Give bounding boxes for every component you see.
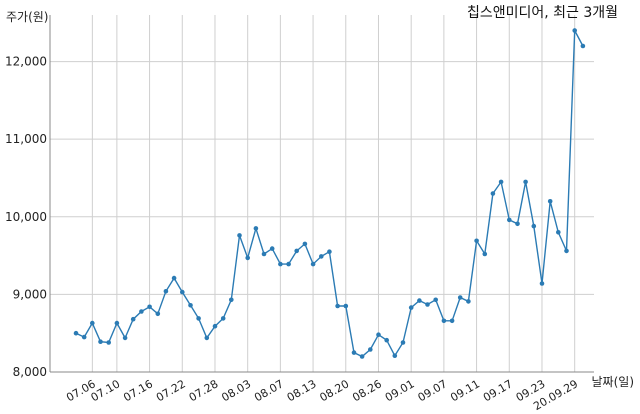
x-tick-label: 09.11 — [448, 377, 482, 404]
x-tick-label: 09.01 — [383, 377, 417, 404]
data-point — [327, 249, 332, 254]
data-point — [425, 302, 430, 307]
data-point — [359, 354, 365, 359]
x-axis-label: 날짜(일) — [591, 375, 634, 389]
data-point — [163, 289, 169, 294]
data-point — [531, 223, 537, 229]
data-point — [523, 179, 528, 185]
data-point — [261, 251, 267, 257]
x-tick-label: 09.07 — [416, 377, 450, 404]
data-point — [507, 217, 512, 223]
y-tick-label: 9,000 — [13, 287, 47, 301]
x-tick-label: 07.16 — [121, 377, 155, 404]
x-tick-label: 08.26 — [350, 377, 384, 404]
x-tick-label: 07.28 — [187, 377, 221, 404]
data-point — [400, 340, 406, 345]
x-tick-label: 07.22 — [154, 377, 188, 404]
y-tick-label: 8,000 — [13, 365, 47, 379]
data-point — [433, 297, 439, 303]
price-series — [73, 27, 586, 359]
data-point — [392, 353, 398, 359]
data-point — [417, 298, 422, 303]
data-point — [220, 316, 226, 321]
y-axis-label: 주가(원) — [6, 10, 49, 24]
series-line — [75, 27, 584, 358]
data-point — [449, 318, 455, 324]
data-point — [368, 347, 373, 352]
data-point — [196, 316, 201, 321]
y-tick-label: 11,000 — [5, 132, 47, 146]
x-tick-labels: 07.0607.1007.1607.2207.2808.0308.0708.13… — [64, 377, 580, 413]
data-point — [319, 254, 324, 259]
data-point — [245, 255, 250, 261]
data-point — [237, 233, 242, 238]
y-tick-label: 10,000 — [5, 210, 47, 224]
x-tick-label: 08.13 — [285, 377, 319, 404]
data-point — [580, 43, 586, 49]
data-point — [490, 191, 496, 196]
data-point — [286, 261, 291, 267]
x-tick-label: 08.20 — [317, 377, 351, 404]
data-point — [441, 318, 447, 324]
data-point — [351, 350, 357, 355]
x-tick-label: 08.07 — [252, 377, 286, 404]
data-point — [155, 311, 161, 317]
data-point — [564, 248, 569, 254]
data-point — [180, 289, 185, 295]
data-point — [147, 304, 152, 310]
y-tick-label: 12,000 — [5, 55, 47, 69]
grid-lines — [50, 15, 594, 373]
data-point — [269, 246, 275, 251]
data-point — [122, 335, 128, 341]
data-point — [139, 309, 144, 314]
data-point — [212, 323, 218, 329]
data-point — [384, 337, 390, 343]
data-point — [539, 281, 545, 286]
data-point — [547, 199, 553, 204]
data-point — [515, 221, 520, 227]
data-point — [278, 261, 283, 267]
data-point — [310, 261, 316, 267]
data-point — [556, 230, 561, 235]
data-point — [498, 179, 504, 185]
data-point — [81, 334, 87, 340]
data-point — [457, 295, 463, 300]
data-point — [302, 241, 308, 247]
data-point — [229, 297, 234, 303]
data-point — [376, 332, 381, 338]
chart-title: 칩스앤미디어, 최근 3개월 — [466, 5, 618, 21]
data-point — [253, 226, 259, 231]
x-tick-label: 08.03 — [219, 377, 253, 404]
data-point — [335, 303, 340, 309]
data-point — [466, 299, 471, 304]
data-point — [171, 275, 177, 281]
data-point — [188, 303, 193, 308]
x-tick-label: 09.17 — [481, 377, 515, 404]
data-point — [90, 320, 95, 326]
data-point — [343, 303, 349, 309]
data-point — [106, 340, 111, 345]
data-point — [114, 320, 120, 326]
data-point — [73, 330, 79, 336]
data-point — [408, 305, 414, 310]
data-point — [294, 248, 300, 254]
y-tick-labels: 8,000 9,000 10,000 11,000 12,000 — [5, 55, 47, 379]
data-point — [572, 28, 577, 33]
data-point — [204, 335, 210, 341]
data-point — [482, 251, 488, 257]
data-point — [130, 316, 136, 322]
axes — [49, 15, 594, 373]
data-point — [98, 339, 103, 345]
data-point — [474, 238, 479, 244]
